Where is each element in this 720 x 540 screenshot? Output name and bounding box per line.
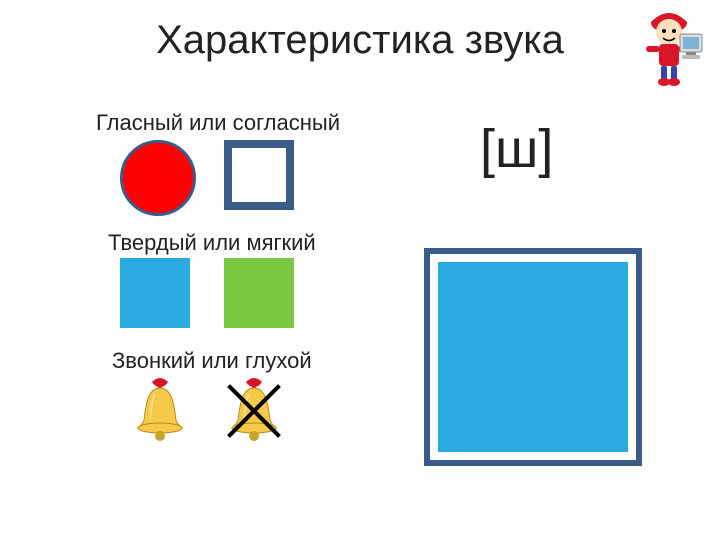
label-row3: Звонкий или глухой xyxy=(112,348,312,374)
bell-voiced xyxy=(130,376,190,446)
vowel-circle xyxy=(120,140,196,216)
mascot-icon xyxy=(634,8,704,88)
bell-voiceless xyxy=(224,376,284,446)
page-title: Характеристика звука xyxy=(0,18,720,63)
result-square-outer xyxy=(424,248,642,466)
hard-square xyxy=(120,258,190,328)
soft-square xyxy=(224,258,294,328)
result-square-inner xyxy=(438,262,628,452)
label-row2: Твердый или мягкий xyxy=(108,230,316,256)
label-row1: Гласный или согласный xyxy=(96,110,340,136)
sound-label: [ш] xyxy=(480,118,553,180)
consonant-square xyxy=(224,140,294,210)
